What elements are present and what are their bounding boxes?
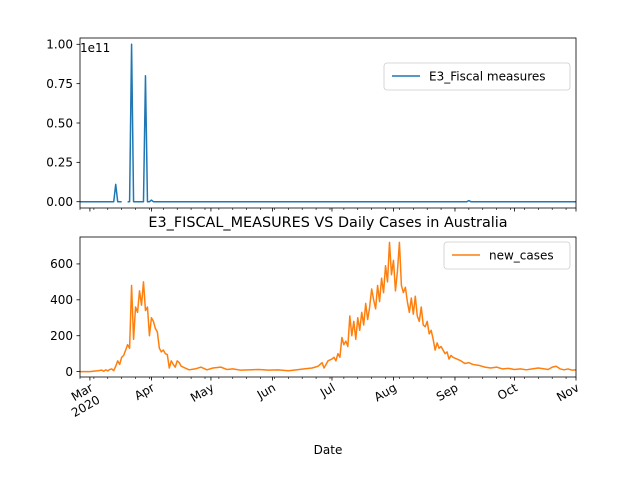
top-legend-frame bbox=[383, 62, 571, 91]
top-y-ticks: 0.00 0.25 0.50 0.75 1.00 bbox=[46, 38, 80, 209]
bottom-axes-frame bbox=[79, 236, 577, 378]
bottom-legend-frame bbox=[443, 241, 571, 270]
y-tick-label: 600 bbox=[50, 257, 73, 271]
top-axes: 1e11 0.00 0.25 0.50 0.75 1.00 E3_Fiscal meas… bbox=[46, 37, 577, 212]
series-line-e3-fiscal-measures bbox=[80, 43, 576, 203]
top-legend: E3_Fiscal measures bbox=[383, 62, 571, 91]
bottom-legend-label: new_cases bbox=[489, 249, 554, 263]
y-tick-label: 1.00 bbox=[46, 38, 73, 52]
series-line-new-cases bbox=[80, 241, 577, 373]
y-tick-label: 0.25 bbox=[46, 156, 73, 170]
chart-title: E3_FISCAL_MEASURES VS Daily Cases in Aus… bbox=[148, 215, 507, 231]
y-tick-label: 0.00 bbox=[46, 195, 73, 209]
y-tick-label: 400 bbox=[50, 293, 73, 307]
y-tick-label: 200 bbox=[50, 329, 73, 343]
top-legend-label: E3_Fiscal measures bbox=[429, 70, 546, 84]
top-y-scale-label: 1e11 bbox=[80, 41, 110, 55]
x-axis-label: Date bbox=[314, 443, 343, 457]
y-tick-label: 0 bbox=[65, 365, 73, 379]
bottom-y-ticks: 0 200 400 600 bbox=[50, 257, 80, 379]
bottom-legend: new_cases bbox=[443, 241, 571, 270]
y-tick-label: 0.75 bbox=[46, 77, 73, 91]
y-tick-label: 0.50 bbox=[46, 116, 73, 130]
top-axes-frame bbox=[79, 37, 577, 209]
x-tick-label: Jul bbox=[317, 380, 337, 400]
